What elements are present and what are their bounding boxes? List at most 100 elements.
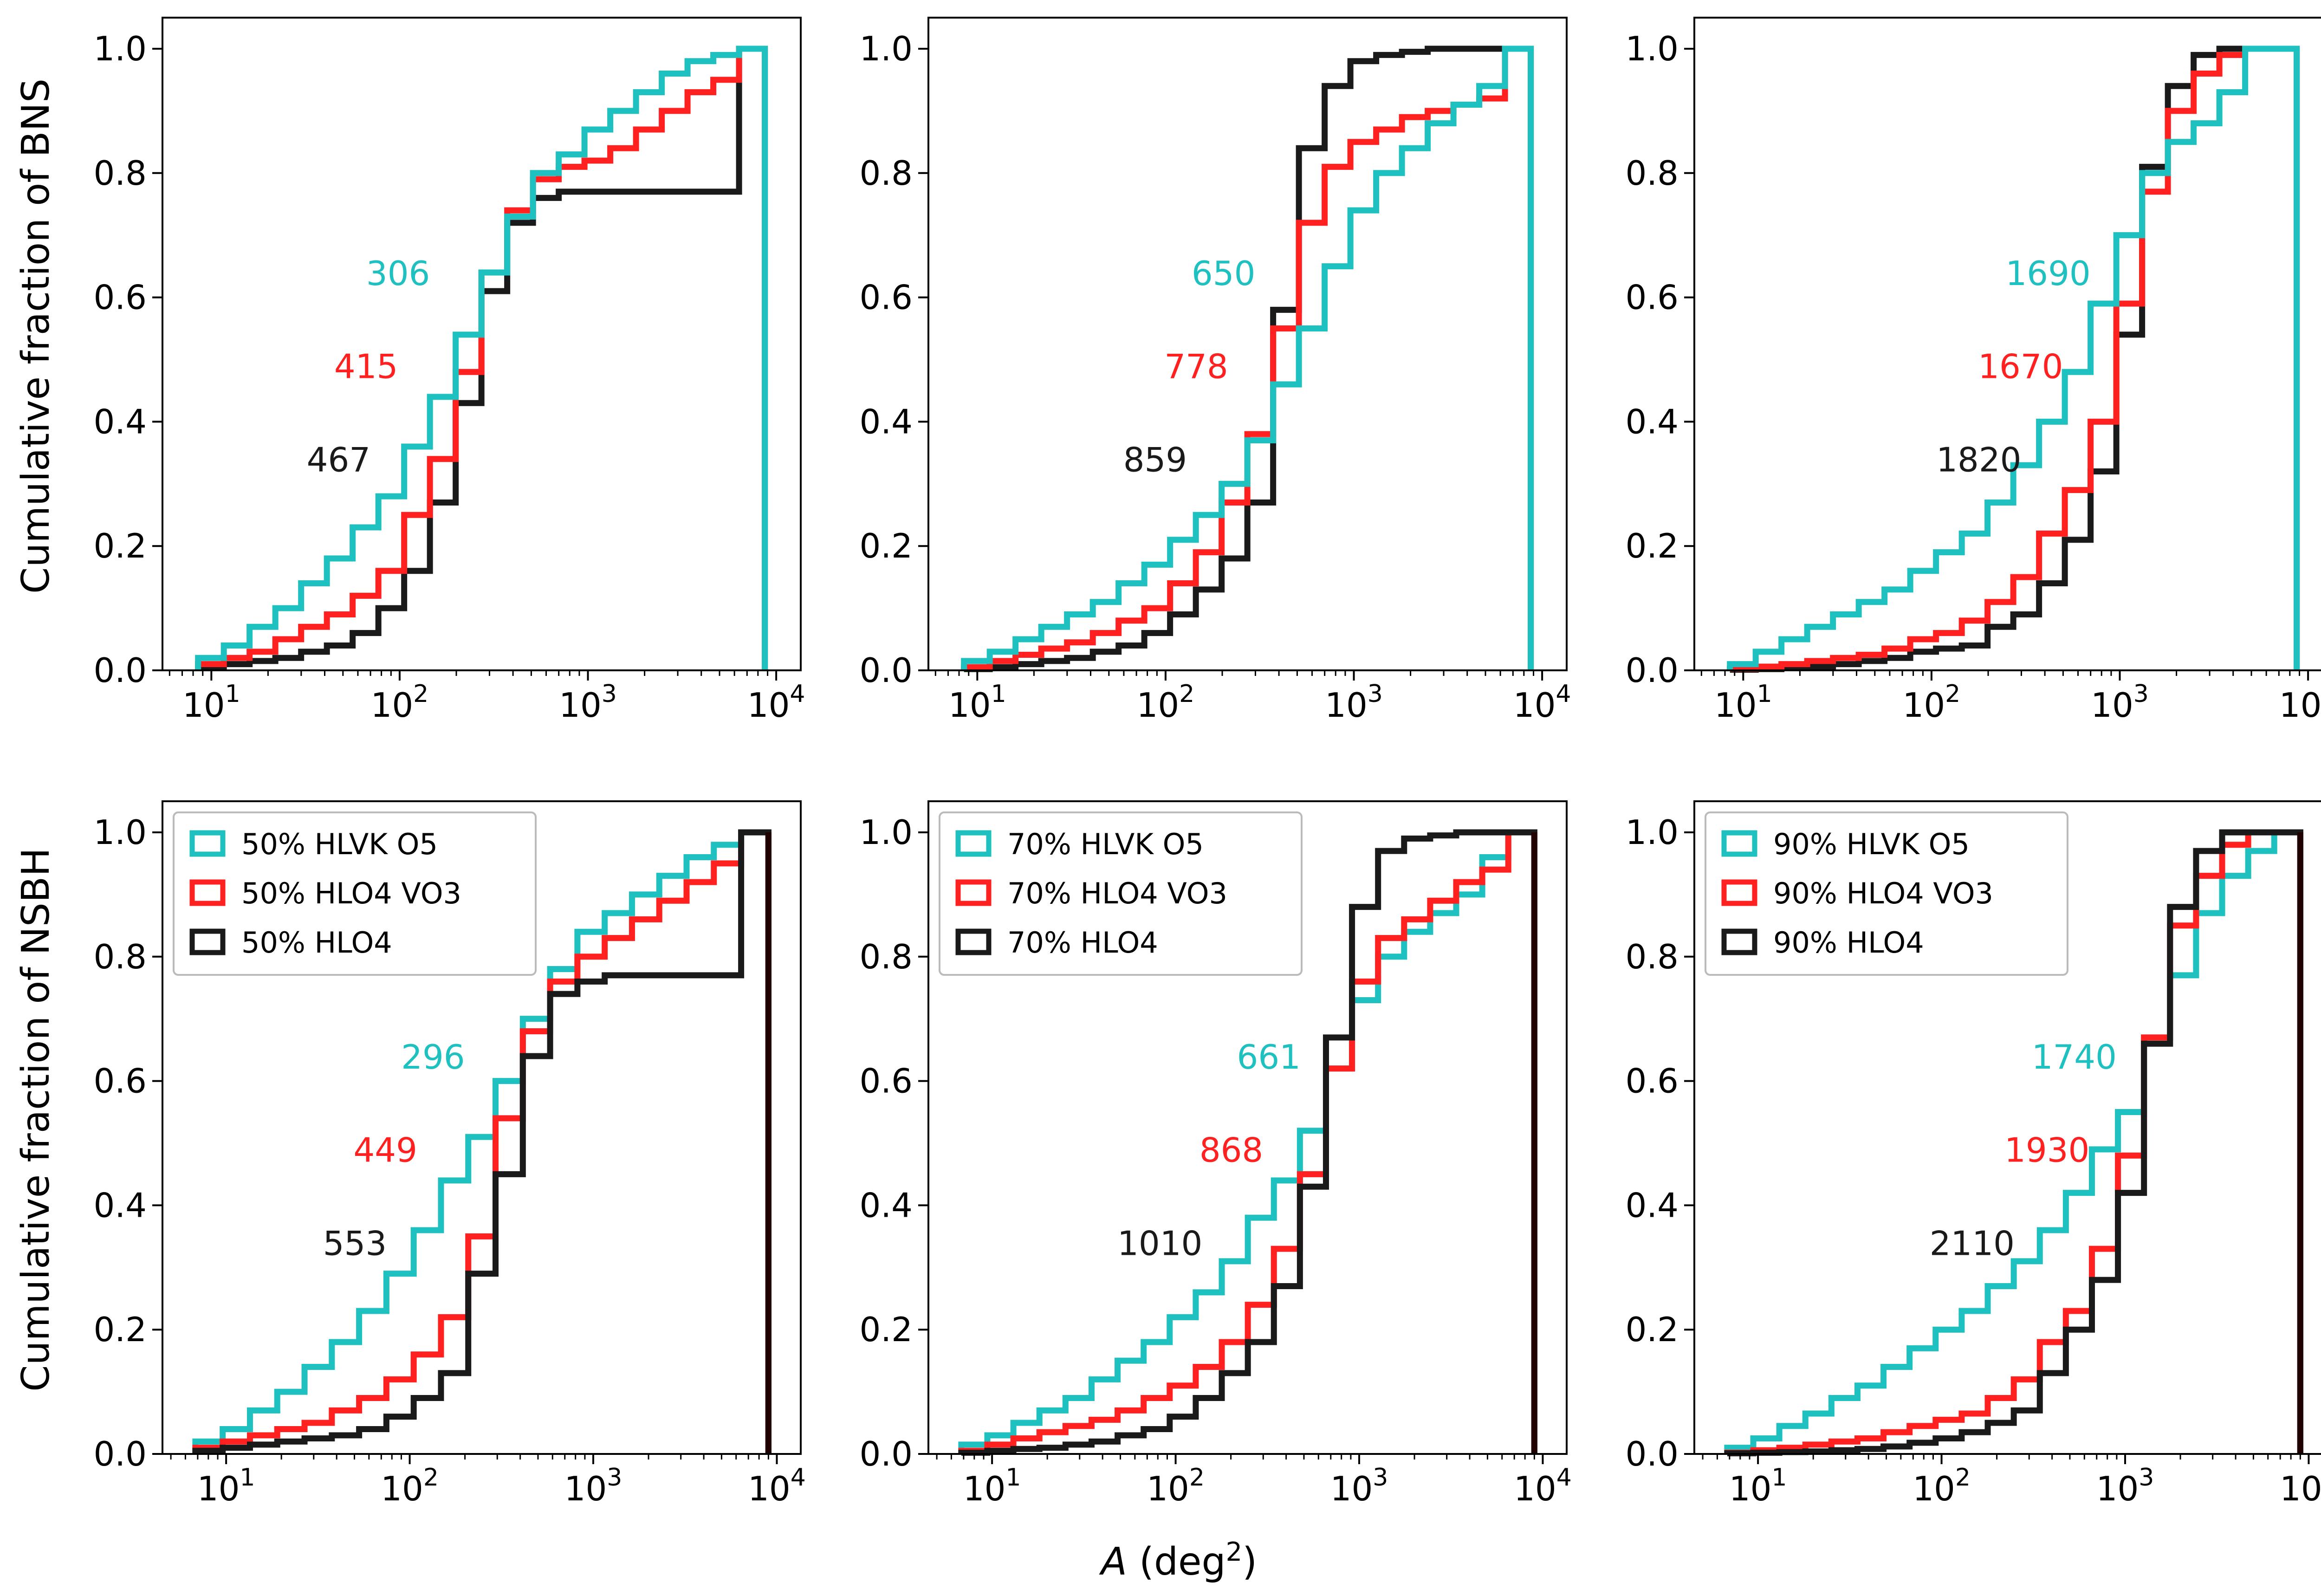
x-tick-label-exp: 2 <box>1179 680 1194 708</box>
x-tick-label-bns-90-1: 102 <box>1903 680 1961 725</box>
axes-frame-bns-70 <box>927 17 1568 671</box>
y-tick-label-nsbh-70-0: 0.0 <box>859 1434 913 1473</box>
legend-box <box>173 811 537 976</box>
series-hlo4-vo3-nsbh-70 <box>958 829 1537 1454</box>
x-tick-label-nsbh-70-3: 104 <box>1514 1464 1572 1508</box>
y-tick-label-nsbh-90-1: 0.2 <box>1625 1310 1679 1349</box>
annotation-hlo4-vo3-bns-90: 1670 <box>1978 347 2063 386</box>
axes-frame-bns-90 <box>1693 17 2321 671</box>
x-tick-label-exp: 3 <box>1368 680 1383 708</box>
x-tick-label-nsbh-70-1: 102 <box>1147 1464 1205 1508</box>
row-ylabel-bns: Cumulative fraction of BNS <box>14 78 58 594</box>
x-tick-label-base: 10 <box>1147 1469 1189 1508</box>
x-tick-label-base: 10 <box>1714 686 1757 725</box>
series-hlvk-o5-bns-50 <box>195 45 768 670</box>
x-tick-label-exp: 4 <box>1556 680 1571 708</box>
x-tick-label-base: 10 <box>564 1469 607 1508</box>
x-tick-label-base: 10 <box>1729 1469 1772 1508</box>
annotation-hlo4-vo3-bns-70: 778 <box>1164 347 1228 386</box>
series-hlo4-bns-70 <box>961 45 1534 672</box>
x-tick-label-exp: 3 <box>2139 1464 2154 1492</box>
y-tick-label-bns-50-0: 0.0 <box>93 651 147 690</box>
x-tick-label-bns-70-1: 102 <box>1137 680 1195 725</box>
y-tick-label-nsbh-70-1: 0.2 <box>859 1310 913 1349</box>
y-tick-label-nsbh-50-1: 0.2 <box>93 1310 147 1349</box>
y-tick-label-nsbh-70-4: 0.8 <box>859 937 913 976</box>
y-tick-label-bns-90-4: 0.8 <box>1625 154 1679 193</box>
x-tick-label-exp: 1 <box>1757 680 1772 708</box>
x-tick-label-exp: 4 <box>790 680 805 708</box>
axes-frame-nsbh-70 <box>927 800 1568 1455</box>
y-tick-label-bns-70-2: 0.4 <box>859 402 913 441</box>
legend-swatch-hlo4-vo3 <box>189 879 226 906</box>
y-tick-label-bns-90-5: 1.0 <box>1625 29 1679 68</box>
x-tick-label-base: 10 <box>2091 686 2133 725</box>
x-tick-label-nsbh-90-2: 103 <box>2096 1464 2154 1508</box>
x-tick-label-exp: 2 <box>1189 1464 1205 1492</box>
x-tick-label-base: 10 <box>2279 686 2321 725</box>
y-tick-label-bns-70-0: 0.0 <box>859 651 913 690</box>
annotation-hlo4-nsbh-70: 1010 <box>1117 1224 1202 1263</box>
y-tick-label-nsbh-90-5: 1.0 <box>1625 813 1679 852</box>
x-tick-label-nsbh-70-0: 101 <box>963 1464 1021 1508</box>
axes-frame-nsbh-50 <box>162 800 802 1455</box>
annotation-hlo4-vo3-nsbh-90: 1930 <box>2004 1131 2089 1170</box>
legend-swatch-hlo4 <box>955 928 992 955</box>
y-tick-label-bns-90-1: 0.2 <box>1625 526 1679 565</box>
legend-label-hlo4-vo3: 70% HLO4 VO3 <box>1007 876 1227 910</box>
x-tick-label-exp: 4 <box>1556 1464 1572 1492</box>
legend-swatch-hlo4 <box>1721 928 1757 955</box>
x-tick-label-bns-70-3: 104 <box>1513 680 1571 725</box>
annotation-hlvk-o5-bns-50: 306 <box>366 254 430 293</box>
y-tick-label-bns-50-4: 0.8 <box>93 154 147 193</box>
legend-swatch-hlo4 <box>189 928 226 955</box>
x-tick-label-nsbh-90-0: 101 <box>1729 1464 1787 1508</box>
legend-nsbh-90: 90% HLVK O5 90% HLO4 VO3 90% HLO4 <box>1705 811 2068 976</box>
legend-swatch-hlvk-o5 <box>1721 830 1757 857</box>
series-hlo4-bns-50 <box>195 45 768 670</box>
x-tick-label-nsbh-70-2: 103 <box>1330 1464 1388 1508</box>
x-tick-label-nsbh-90-1: 102 <box>1913 1464 1971 1508</box>
x-tick-label-base: 10 <box>197 1469 240 1508</box>
axes-frame-bns-50 <box>162 17 802 671</box>
x-tick-label-exp: 2 <box>423 1464 439 1492</box>
x-tick-label-base: 10 <box>748 1469 791 1508</box>
legend-label-hlvk-o5: 50% HLVK O5 <box>241 827 438 861</box>
legend-nsbh-70: 70% HLVK O5 70% HLO4 VO3 70% HLO4 <box>939 811 1303 976</box>
x-tick-label-base: 10 <box>1514 1469 1556 1508</box>
series-hlvk-o5-nsbh-70 <box>958 829 1537 1454</box>
x-tick-label-bns-50-3: 104 <box>747 680 805 725</box>
y-tick-label-bns-90-0: 0.0 <box>1625 651 1679 690</box>
x-tick-label-base: 10 <box>1137 686 1180 725</box>
y-tick-label-bns-70-1: 0.2 <box>859 526 913 565</box>
x-axis-label-unit: (deg <box>1127 1540 1226 1584</box>
x-axis-label: A (deg2) <box>1099 1537 1257 1584</box>
annotation-hlo4-nsbh-50: 553 <box>323 1224 387 1263</box>
y-tick-label-nsbh-90-4: 0.8 <box>1625 937 1679 976</box>
panel-nsbh-50: 101 102 103 1040.00.20.40.60.81.02964495535… <box>93 800 806 1508</box>
x-tick-label-exp: 1 <box>225 680 240 708</box>
legend-swatch-hlvk-o5 <box>955 830 992 857</box>
x-tick-label-base: 10 <box>1513 686 1556 725</box>
x-tick-label-exp: 3 <box>602 680 617 708</box>
x-tick-label-exp: 3 <box>2133 680 2149 708</box>
y-tick-label-bns-50-2: 0.4 <box>93 402 147 441</box>
x-tick-label-bns-90-3: 104 <box>2279 680 2321 725</box>
annotation-hlo4-bns-50: 467 <box>307 441 370 480</box>
annotation-hlvk-o5-bns-70: 650 <box>1192 254 1255 293</box>
x-axis-label-close: ) <box>1242 1540 1257 1584</box>
annotation-hlvk-o5-nsbh-70: 661 <box>1237 1038 1301 1077</box>
legend-nsbh-50: 50% HLVK O5 50% HLO4 VO3 50% HLO4 <box>173 811 537 976</box>
x-tick-label-bns-70-0: 101 <box>948 680 1006 725</box>
series-hlo4-bns-90 <box>1727 45 2300 673</box>
x-tick-label-exp: 4 <box>791 1464 806 1492</box>
x-tick-label-exp: 1 <box>1005 1464 1021 1492</box>
annotation-hlvk-o5-nsbh-50: 296 <box>401 1038 465 1077</box>
x-tick-label-exp: 2 <box>413 680 428 708</box>
axes-frame-nsbh-90 <box>1693 800 2321 1455</box>
annotation-hlo4-nsbh-90: 2110 <box>1930 1224 2015 1263</box>
